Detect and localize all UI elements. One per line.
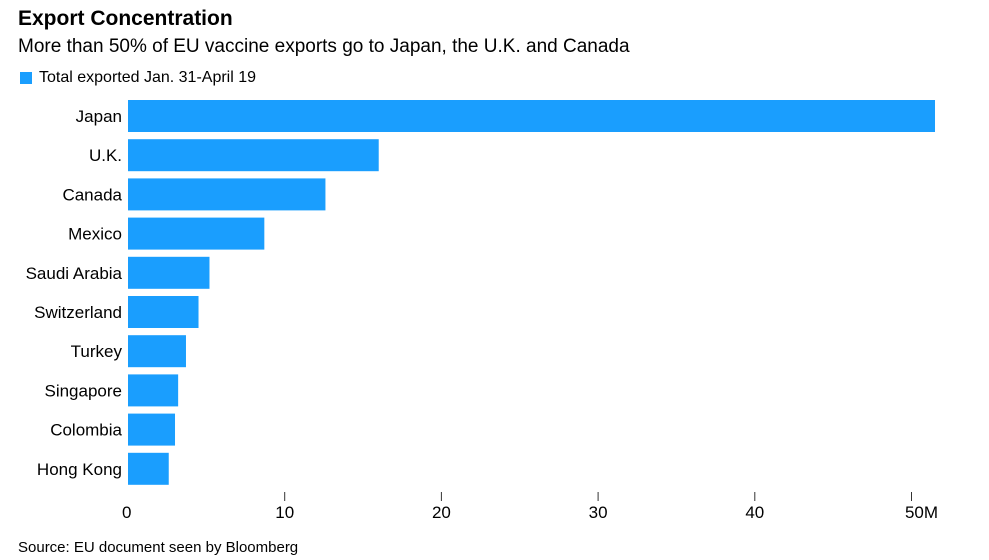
bar-singapore [128,374,179,407]
category-label: Mexico [68,225,122,244]
chart-title: Export Concentration [18,7,233,30]
x-tick-label: 30 [589,503,608,522]
category-label: Singapore [44,381,122,400]
category-label: Turkey [71,342,123,361]
legend-swatch [20,72,32,84]
category-label: Hong Kong [37,460,122,479]
source-note: Source: EU document seen by Bloomberg [18,539,299,556]
bar-turkey [128,335,186,368]
bar-u-k- [128,139,379,172]
legend: Total exported Jan. 31-April 19 [20,69,256,87]
x-tick-label: 50M [905,503,938,522]
bar-mexico [128,217,265,250]
bar-colombia [128,413,176,446]
x-tick-label: 20 [432,503,451,522]
category-label: Switzerland [34,303,122,322]
category-label: U.K. [89,146,122,165]
category-label: Saudi Arabia [26,264,123,283]
bar-saudi-arabia [128,256,210,289]
bar-japan [128,100,936,132]
category-label: Japan [76,107,122,126]
category-label: Colombia [50,421,122,440]
category-label: Canada [62,185,122,204]
bar-switzerland [128,296,199,328]
x-tick-label: 40 [745,503,764,522]
bar-hong-kong [128,452,169,485]
chart-subtitle: More than 50% of EU vaccine exports go t… [18,36,630,57]
bar-canada [128,178,326,211]
x-tick-label: 0 [122,503,131,522]
legend-label: Total exported Jan. 31-April 19 [39,69,257,86]
x-tick-label: 10 [275,503,294,522]
